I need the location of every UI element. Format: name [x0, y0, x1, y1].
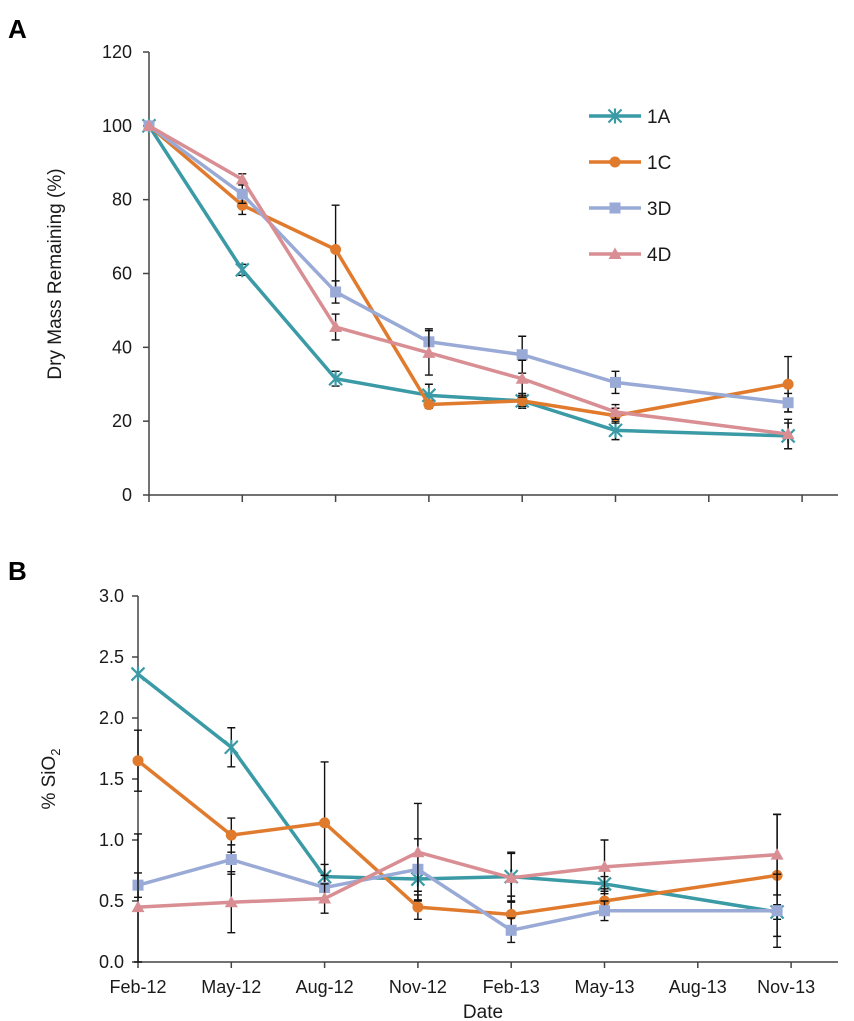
- data-point: [782, 397, 794, 409]
- panel-a-y-tick-label: 20: [112, 411, 132, 431]
- data-point: [328, 371, 343, 387]
- legend-item-3D: 3D: [589, 199, 671, 220]
- panel-a-y-tick-label: 80: [112, 190, 132, 210]
- panel-b-x-tick-label: Feb-12: [109, 977, 166, 997]
- panel-a-y-tick-label: 0: [122, 485, 132, 505]
- legend-label: 4D: [647, 245, 671, 266]
- data-point: [770, 848, 784, 860]
- data-point: [319, 817, 331, 829]
- data-point: [235, 262, 250, 278]
- panel-a-y-tick-label: 100: [102, 116, 132, 136]
- panel-a-y-tick-label: 60: [112, 264, 132, 284]
- legend-label: 1A: [647, 107, 671, 128]
- data-point: [505, 908, 517, 920]
- panel-a-label: A: [8, 14, 27, 44]
- legend-marker: [609, 202, 621, 214]
- data-point: [422, 346, 436, 358]
- data-point: [411, 845, 425, 858]
- data-point: [132, 755, 144, 767]
- data-point: [236, 199, 248, 211]
- data-point: [609, 405, 622, 417]
- data-point: [423, 399, 435, 411]
- panel-a-y-tick-label: 40: [112, 337, 132, 357]
- panel-a-series-4D: [142, 119, 795, 450]
- panel-b-x-tick-label: May-12: [201, 977, 261, 997]
- data-point: [329, 320, 343, 333]
- data-point: [782, 378, 794, 390]
- series-line: [136, 672, 778, 914]
- data-point: [330, 286, 342, 298]
- data-point: [505, 924, 517, 936]
- data-point: [225, 829, 237, 841]
- legend-marker: [607, 108, 623, 124]
- data-point: [599, 905, 610, 917]
- data-point: [235, 172, 249, 185]
- legend-item-1C: 1C: [589, 153, 671, 174]
- panel-a-y-tick-label: 120: [102, 42, 132, 62]
- data-point: [330, 244, 342, 256]
- panel-a-y-axis-title: Dry Mass Remaining (%): [45, 168, 66, 379]
- data-point: [608, 422, 623, 438]
- panel-b-y-tick-label: 0.5: [99, 891, 124, 911]
- panel-b-y-tick-label: 2.0: [99, 708, 124, 728]
- panel-b-x-tick-label: Feb-13: [483, 977, 540, 997]
- data-point: [236, 188, 248, 200]
- data-point: [781, 427, 795, 440]
- panel-b-y-axis-title-sub: 2: [48, 748, 63, 755]
- data-point: [610, 376, 621, 388]
- panel-b-y-tick-label: 0.0: [99, 952, 124, 972]
- panel-b-series-4D: [131, 802, 784, 963]
- panel-b-y-axis-title: % SiO2: [39, 748, 63, 809]
- data-point: [225, 854, 237, 866]
- panel-b-x-tick-label: Aug-13: [669, 977, 727, 997]
- data-point: [504, 871, 518, 883]
- legend-marker: [608, 247, 622, 259]
- legend-marker: [609, 156, 621, 168]
- panel-a: A Dry Mass Remaining (%) 0 20 40 60 80 100 120…: [8, 14, 838, 505]
- data-point: [412, 901, 424, 913]
- legend-item-4D: 4D: [589, 245, 671, 266]
- panel-b-y-axis-title-main: % SiO: [39, 756, 60, 810]
- panel-b-y-tick-label: 1.0: [99, 830, 124, 850]
- data-point: [318, 892, 332, 904]
- data-point: [142, 119, 156, 131]
- legend: 1A 1C 3D 4D: [589, 107, 671, 266]
- panel-b-y-tick-label: 3.0: [99, 586, 124, 606]
- panel-b-x-axis-title: Date: [463, 1002, 503, 1021]
- panel-b-y-tick-label: 2.5: [99, 647, 124, 667]
- data-point: [771, 905, 783, 917]
- data-point: [516, 349, 528, 361]
- panel-b-x-tick-label: Aug-12: [296, 977, 354, 997]
- data-point: [516, 395, 528, 407]
- legend-label: 1C: [647, 153, 671, 174]
- panel-b-label: B: [8, 556, 27, 586]
- data-point: [130, 666, 146, 682]
- data-point: [224, 895, 238, 908]
- panel-b-series-3D: [132, 838, 783, 949]
- error-bar: [134, 833, 142, 963]
- series-line: [147, 124, 789, 438]
- data-point: [598, 860, 611, 872]
- panel-b-series-1A: [130, 666, 785, 920]
- data-point: [131, 900, 145, 913]
- legend-item-1A: 1A: [589, 107, 671, 128]
- panel-b-y-tick-label: 1.5: [99, 769, 124, 789]
- panel-b-x-tick-label: Nov-12: [389, 977, 447, 997]
- data-point: [515, 372, 529, 384]
- panel-b-x-tick-label: May-13: [574, 977, 634, 997]
- panel-b: B % SiO2 Date 0.0 0.5 1.0 1.5 2.0 2.5 3.0 Feb-…: [8, 556, 838, 1021]
- panel-b-x-tick-label: Nov-13: [757, 977, 815, 997]
- legend-label: 3D: [647, 199, 671, 220]
- data-point: [224, 739, 239, 755]
- series-line: [148, 124, 789, 436]
